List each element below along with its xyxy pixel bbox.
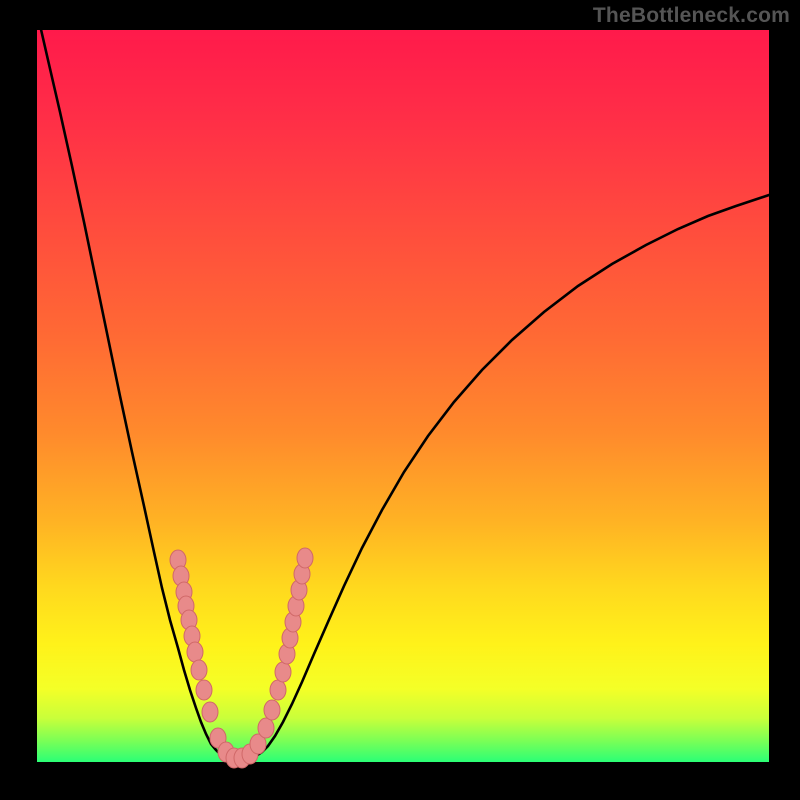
marker-group-right: [234, 548, 313, 768]
chart-plot-area: [37, 30, 769, 762]
bottleneck-curve: [37, 12, 769, 760]
data-marker: [191, 660, 207, 680]
data-marker: [264, 700, 280, 720]
data-marker: [202, 702, 218, 722]
data-marker: [196, 680, 212, 700]
data-marker: [187, 642, 203, 662]
watermark-text: TheBottleneck.com: [593, 4, 790, 28]
data-marker: [270, 680, 286, 700]
chart-svg-layer: [37, 30, 769, 762]
data-marker: [275, 662, 291, 682]
data-marker: [258, 718, 274, 738]
data-marker: [297, 548, 313, 568]
